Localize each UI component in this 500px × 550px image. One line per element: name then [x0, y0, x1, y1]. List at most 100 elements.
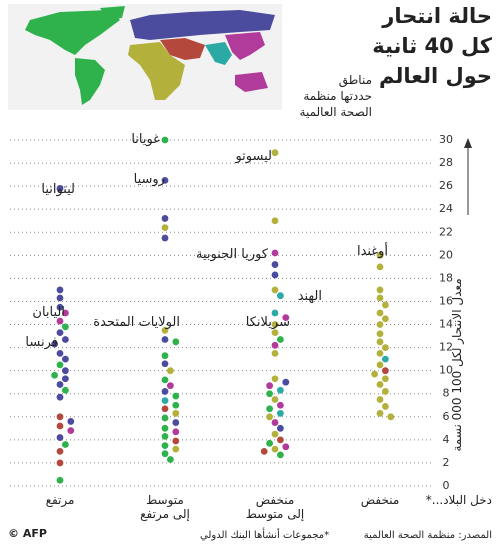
data-point: [271, 445, 279, 453]
annotation: أوغندا: [356, 244, 388, 259]
map-east-med: [160, 38, 205, 60]
data-point: [172, 445, 180, 453]
y-tick-label: 8: [443, 387, 450, 400]
data-point: [161, 433, 169, 440]
data-point: [282, 314, 290, 322]
data-point: [382, 403, 389, 410]
map-west-pacific: [225, 32, 265, 60]
y-tick-label: 2: [443, 456, 450, 469]
map-greenland: [100, 6, 125, 20]
map-legend-line: مناطق: [338, 73, 372, 87]
x-tick-label: منخفض: [360, 493, 400, 507]
data-point: [56, 286, 64, 294]
map-australia: [235, 72, 268, 92]
data-point: [62, 441, 69, 448]
data-point: [167, 382, 174, 390]
data-point: [62, 336, 69, 343]
data-point: [161, 176, 169, 184]
data-point: [56, 459, 64, 467]
data-point: [382, 375, 389, 383]
data-point: [271, 321, 279, 328]
annotation: روسيا: [133, 172, 165, 187]
annotation: الهند: [297, 289, 322, 304]
source: المصدر: منظمة الصحة العالمية: [363, 530, 492, 541]
data-point: [56, 185, 64, 192]
data-point: [172, 409, 180, 417]
data-point: [282, 443, 290, 451]
data-point: [161, 360, 169, 368]
data-point: [51, 371, 58, 379]
map-africa: [128, 42, 185, 100]
data-point: [271, 149, 279, 157]
world-map: [8, 4, 282, 110]
data-point: [266, 439, 273, 447]
data-point: [271, 419, 279, 426]
credit: © AFP: [8, 527, 47, 540]
data-point: [56, 434, 64, 441]
data-point: [161, 405, 169, 413]
data-point: [56, 448, 64, 455]
y-tick-label: 10: [439, 364, 453, 377]
y-tick-label: 20: [439, 248, 453, 261]
data-point: [62, 355, 69, 363]
data-point: [376, 349, 384, 357]
y-tick-label: 24: [439, 202, 453, 215]
data-point: [271, 286, 279, 294]
y-tick-label: 30: [439, 133, 453, 146]
data-point: [387, 413, 395, 421]
data-point: [161, 414, 169, 422]
annotation: فرنسا: [25, 335, 58, 350]
map-legend-line: الصحة العالمية: [299, 105, 372, 119]
data-point: [266, 413, 273, 421]
map-europe: [130, 10, 275, 40]
data-point: [167, 367, 174, 375]
axis-arrowhead: [464, 138, 472, 148]
annotation: اليابان: [32, 305, 65, 320]
data-point: [382, 355, 389, 363]
data-point: [56, 422, 64, 430]
data-point: [376, 263, 384, 271]
map-southeast-asia: [205, 42, 232, 65]
y-axis-label: معدل الانتحار لكل 100 000 نسمة: [450, 278, 465, 452]
data-point: [376, 330, 384, 338]
data-point: [62, 323, 69, 331]
data-point: [271, 341, 279, 349]
data-point: [271, 349, 279, 357]
data-point: [161, 234, 169, 242]
data-point: [67, 418, 75, 425]
x-tick-label: مرتفع: [45, 493, 75, 507]
data-point: [271, 271, 279, 279]
annotation: ليسوتو: [235, 149, 272, 164]
data-point: [56, 303, 64, 311]
data-point: [161, 450, 169, 458]
data-point: [62, 367, 69, 375]
data-point: [271, 396, 279, 403]
data-point: [376, 381, 384, 388]
data-point: [172, 338, 180, 346]
data-point: [371, 370, 378, 378]
data-point: [266, 382, 273, 390]
data-point: [376, 251, 384, 259]
data-point: [271, 375, 279, 383]
data-point: [382, 388, 389, 395]
data-point: [172, 437, 180, 445]
data-point: [376, 396, 384, 403]
data-point: [172, 392, 180, 400]
data-point: [56, 329, 64, 337]
data-point: [271, 261, 279, 268]
data-point: [277, 401, 284, 409]
data-point: [161, 397, 169, 405]
data-point: [62, 375, 69, 383]
data-point: [167, 456, 174, 463]
data-point: [382, 367, 389, 375]
data-point: [277, 436, 284, 444]
title-line: حالة انتحار: [382, 4, 492, 28]
data-point: [260, 448, 268, 455]
data-point: [376, 309, 384, 317]
y-tick-label: 16: [439, 294, 453, 307]
data-point: [161, 376, 169, 384]
data-point: [382, 344, 389, 351]
data-point: [382, 301, 389, 309]
annotation: الولايات المتحدة: [93, 315, 180, 330]
